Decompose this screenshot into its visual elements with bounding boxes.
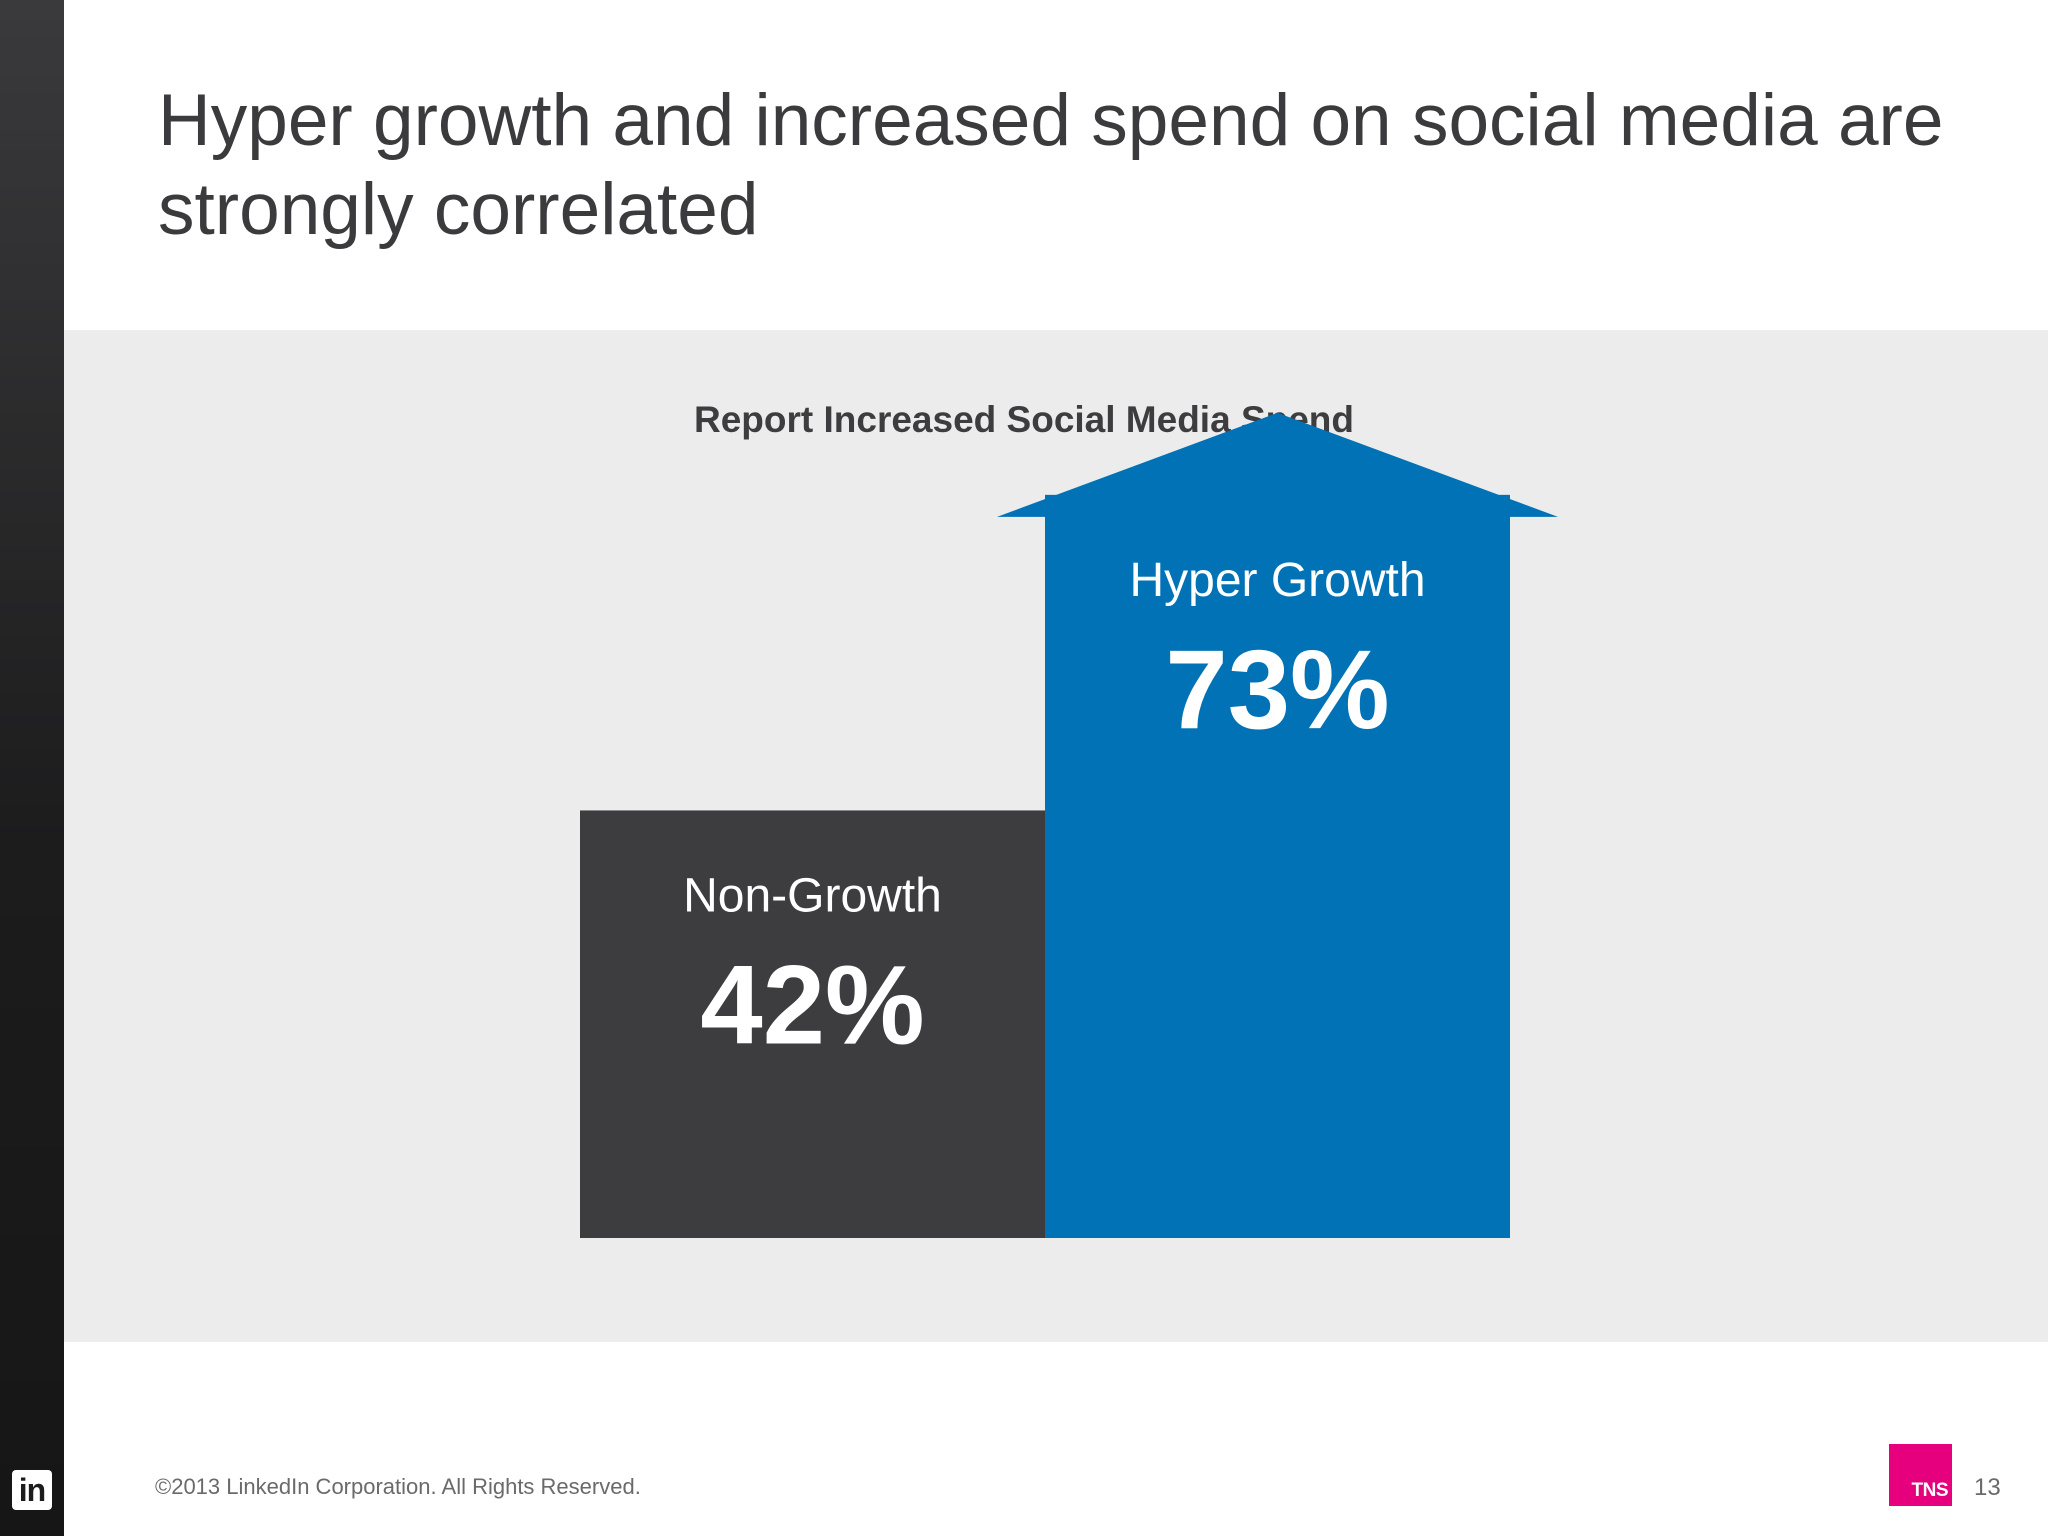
slide-title: Hyper growth and increased spend on soci… <box>158 80 1944 250</box>
page-number: 13 <box>1974 1474 2001 1501</box>
bar-arrow-hyper-growth <box>997 412 1558 517</box>
tns-logo-text: TNS <box>1911 1480 1949 1501</box>
chart-panel: Report Increased Social Media Spend Non-G… <box>64 330 2048 1342</box>
category-label-non-growth: Non-Growth <box>683 869 942 922</box>
bar-chart: Report Increased Social Media SpendNon-G… <box>580 399 1558 1238</box>
linkedin-logo-icon: in <box>12 1470 52 1510</box>
tns-logo-icon: TNS <box>1889 1444 1952 1506</box>
copyright-footer: ©2013 LinkedIn Corporation. All Rights R… <box>155 1474 641 1499</box>
category-label-hyper-growth: Hyper Growth <box>1129 554 1425 607</box>
value-label-hyper-growth: 73% <box>1165 627 1389 752</box>
bar-non-growth <box>580 810 1045 1238</box>
left-brand-bar: in <box>0 0 64 1536</box>
bar-hyper-growth <box>1045 494 1510 1238</box>
value-label-non-growth: 42% <box>700 942 924 1067</box>
